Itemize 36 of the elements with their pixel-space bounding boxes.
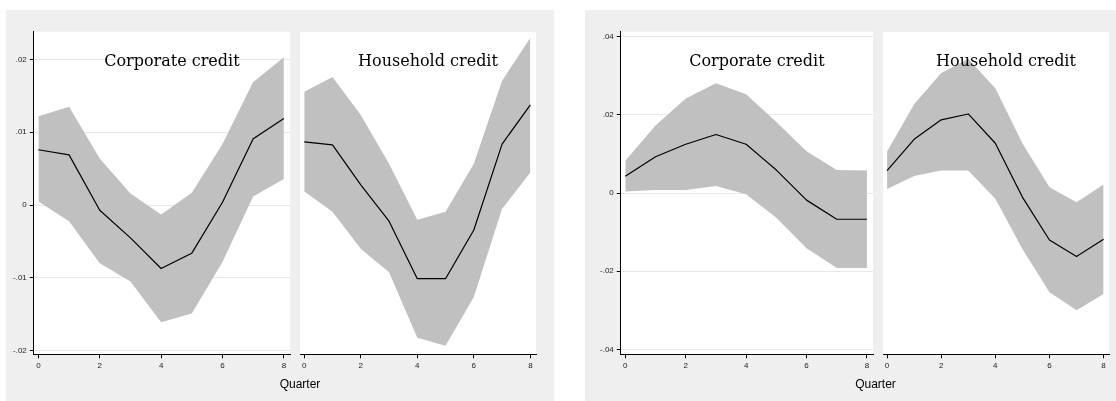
x-tick-label: 4 (743, 361, 749, 371)
y-tick-label: .04 (602, 32, 615, 42)
x-tick-label: 4 (158, 361, 164, 371)
y-tick-label: 0 (609, 188, 615, 198)
y-tick-label: -.02 (12, 345, 28, 355)
y-tick-label: -.04 (599, 344, 615, 354)
x-tick-label: 4 (415, 361, 421, 371)
x-tick-label: 8 (281, 361, 287, 371)
y-tick-label: -.01 (12, 273, 28, 283)
x-tick-label: 6 (1047, 361, 1053, 371)
y-tick-label: .01 (15, 127, 28, 137)
text: Household credit (936, 51, 1077, 71)
y-tick-label: 0 (22, 200, 28, 210)
x-tick-label: 6 (804, 361, 810, 371)
x-tick-label: 2 (358, 361, 364, 371)
x-tick-label: 4 (993, 361, 999, 371)
text: Corporate credit (104, 50, 241, 70)
x-tick-label: 2 (97, 361, 103, 371)
y-tick-label: -.02 (599, 266, 615, 276)
x-tick-label: 6 (471, 361, 477, 371)
x-tick-label: 0 (36, 361, 42, 371)
x-tick-label: 0 (302, 361, 308, 371)
x-tick-label: 2 (938, 361, 944, 371)
x-tick-label: 6 (220, 361, 226, 371)
x-tick-label: 8 (864, 361, 870, 371)
x-axis-title: Quarter (854, 377, 897, 391)
x-tick-label: 8 (1101, 361, 1107, 371)
x-tick-label: 0 (884, 361, 890, 371)
x-tick-label: 8 (528, 361, 534, 371)
x-tick-label: 0 (623, 361, 629, 371)
text: Corporate credit (689, 50, 826, 70)
x-tick-label: 2 (683, 361, 689, 371)
y-tick-label: .02 (602, 110, 615, 120)
y-tick-label: .02 (15, 54, 28, 64)
x-axis-title: Quarter (278, 377, 322, 391)
text: Household credit (358, 51, 499, 71)
